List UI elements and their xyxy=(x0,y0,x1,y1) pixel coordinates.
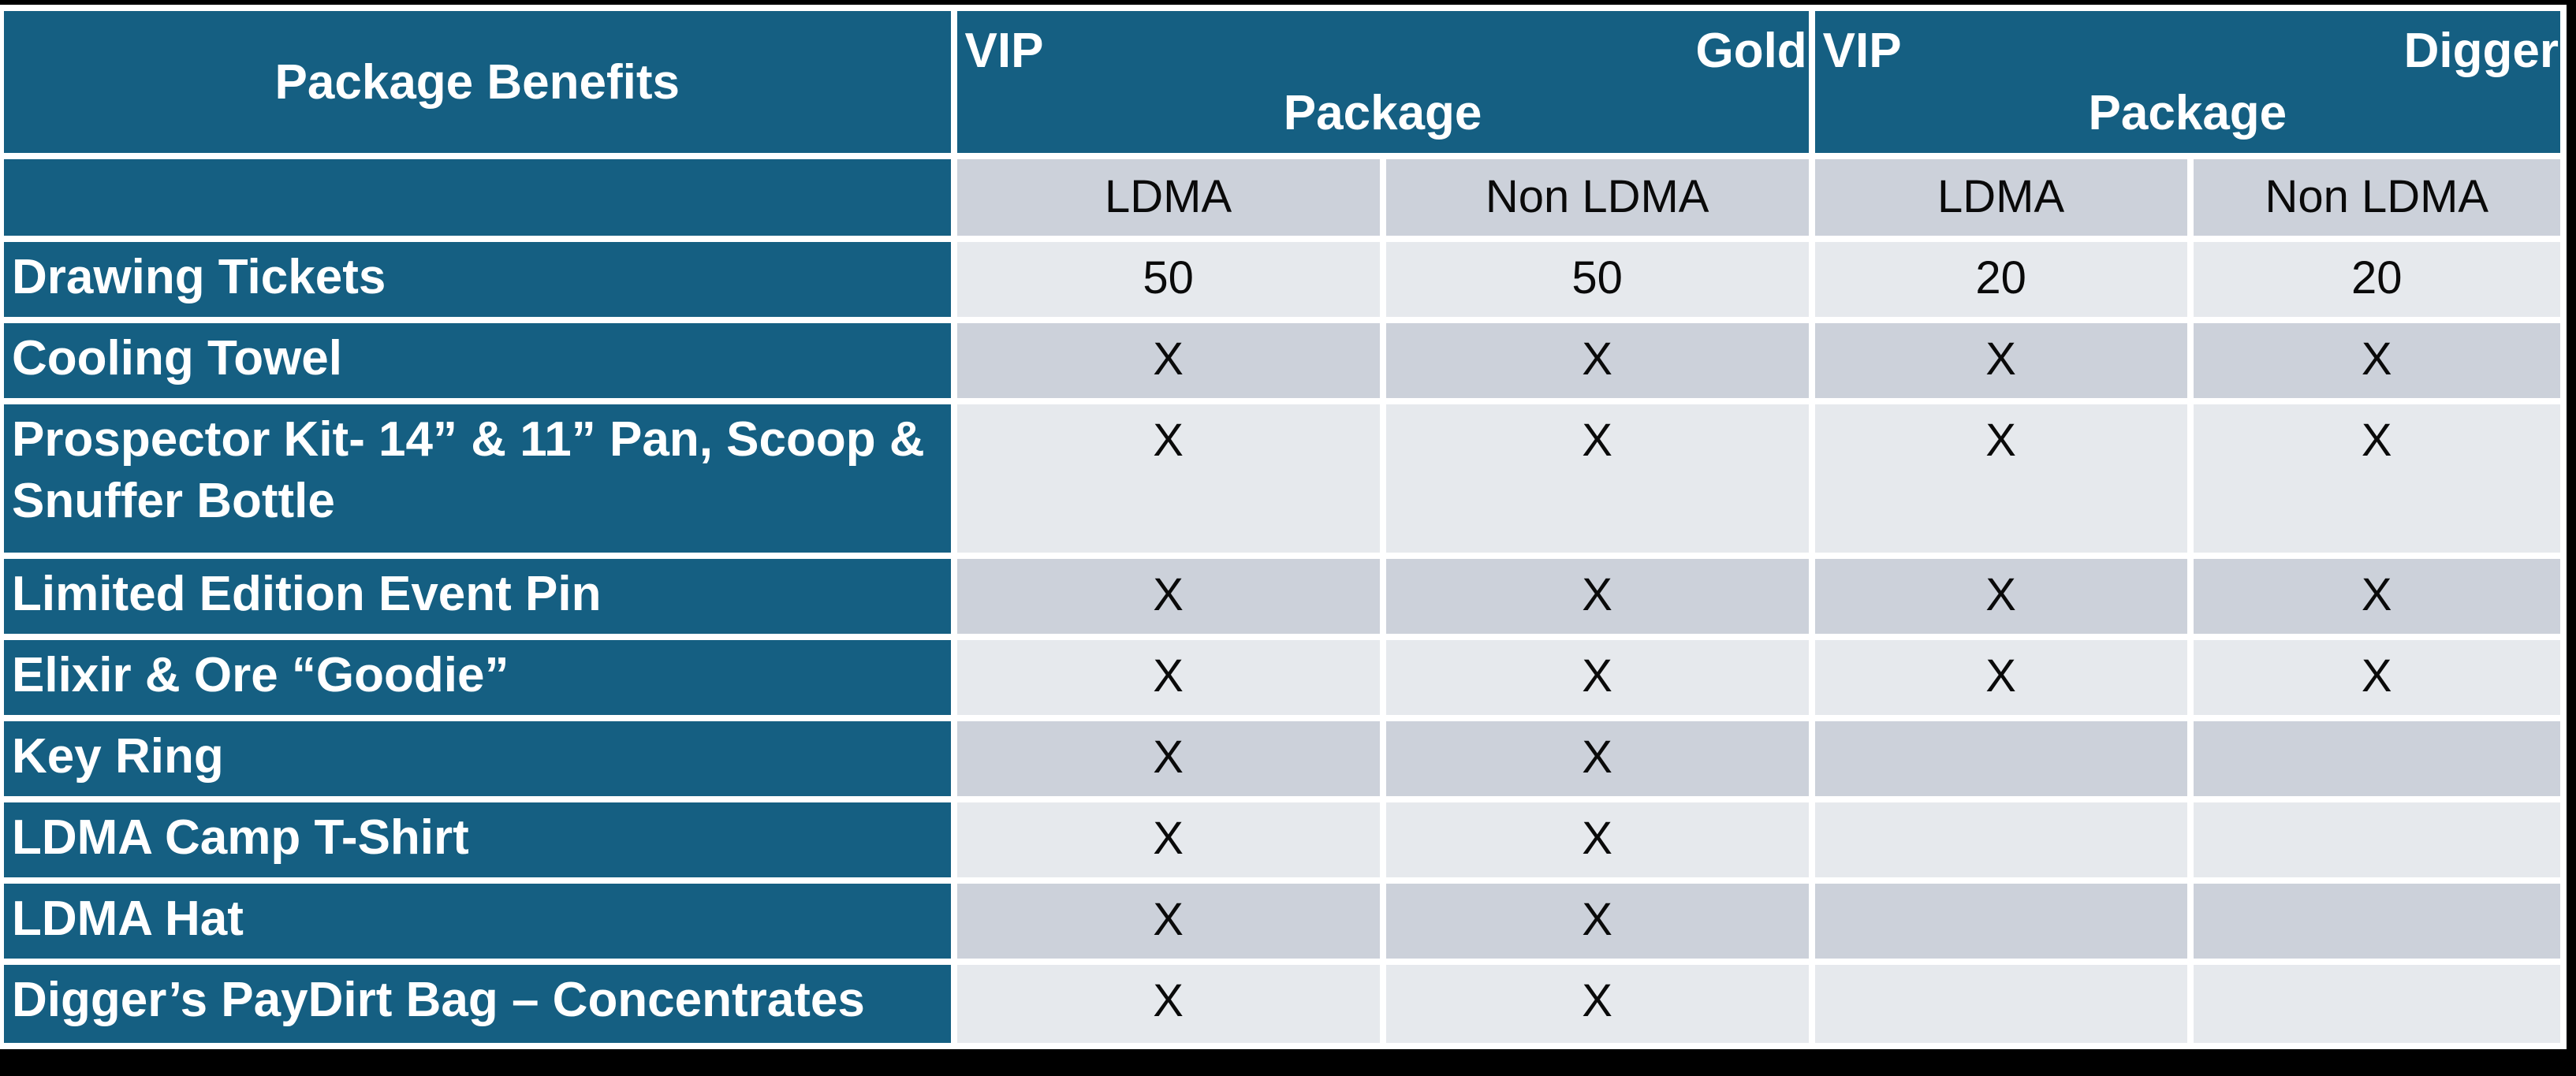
row-label-key-ring: Key Ring xyxy=(4,721,951,796)
cell-event-pin-digger-nonldma: X xyxy=(2193,559,2560,634)
cell-cooling-towel-gold-nonldma: X xyxy=(1385,323,1809,398)
subheader-spacer-cell xyxy=(4,159,951,236)
cell-drawing-tickets-digger-nonldma: 20 xyxy=(2193,242,2560,317)
row-cooling-towel: Cooling Towel X X X X xyxy=(4,323,2560,398)
cell-key-ring-digger-ldma xyxy=(1814,721,2187,796)
cell-key-ring-gold-nonldma: X xyxy=(1385,721,1809,796)
row-ldma-hat: LDMA Hat X X xyxy=(4,884,2560,959)
cell-hat-digger-nonldma xyxy=(2193,884,2560,959)
row-diggers-paydirt-bag: Digger’s PayDirt Bag – Concentrates X X xyxy=(4,965,2560,1043)
cell-key-ring-gold-ldma: X xyxy=(956,721,1380,796)
group2-header-line1: VIP Digger xyxy=(1815,20,2560,82)
cell-cooling-towel-digger-nonldma: X xyxy=(2193,323,2560,398)
cell-prospector-kit-gold-nonldma: X xyxy=(1385,404,1809,553)
group1-name-left: VIP xyxy=(964,23,1044,78)
subheader-gold-ldma: LDMA xyxy=(956,159,1380,236)
cell-event-pin-gold-ldma: X xyxy=(956,559,1380,634)
cell-paydirt-gold-ldma: X xyxy=(956,965,1380,1043)
cell-elixir-digger-nonldma: X xyxy=(2193,640,2560,715)
cell-cooling-towel-gold-ldma: X xyxy=(956,323,1380,398)
row-key-ring: Key Ring X X xyxy=(4,721,2560,796)
group1-name-right: Gold xyxy=(1695,23,1807,78)
corner-header-package-benefits: Package Benefits xyxy=(4,11,951,153)
row-label-prospector-kit: Prospector Kit- 14” & 11” Pan, Scoop & S… xyxy=(4,404,951,553)
cell-tshirt-digger-nonldma xyxy=(2193,802,2560,877)
cell-paydirt-digger-nonldma xyxy=(2193,965,2560,1043)
row-ldma-camp-tshirt: LDMA Camp T-Shirt X X xyxy=(4,802,2560,877)
row-label-drawing-tickets: Drawing Tickets xyxy=(4,242,951,317)
group2-header-line2: Package xyxy=(2088,86,2287,140)
row-label-ldma-camp-tshirt: LDMA Camp T-Shirt xyxy=(4,802,951,877)
row-label-elixir-ore-goodie: Elixir & Ore “Goodie” xyxy=(4,640,951,715)
header-row: Package Benefits VIP Gold Package VIP Di… xyxy=(4,11,2560,153)
group2-name-right: Digger xyxy=(2403,23,2559,78)
row-drawing-tickets: Drawing Tickets 50 50 20 20 xyxy=(4,242,2560,317)
subheader-digger-nonldma: Non LDMA xyxy=(2193,159,2560,236)
cell-elixir-gold-nonldma: X xyxy=(1385,640,1809,715)
cell-cooling-towel-digger-ldma: X xyxy=(1814,323,2187,398)
cell-prospector-kit-gold-ldma: X xyxy=(956,404,1380,553)
row-prospector-kit: Prospector Kit- 14” & 11” Pan, Scoop & S… xyxy=(4,404,2560,553)
cell-hat-gold-nonldma: X xyxy=(1385,884,1809,959)
subheader-gold-nonldma: Non LDMA xyxy=(1385,159,1809,236)
group-header-vip-digger-package: VIP Digger Package xyxy=(1814,11,2560,153)
cell-elixir-digger-ldma: X xyxy=(1814,640,2187,715)
cell-drawing-tickets-gold-ldma: 50 xyxy=(956,242,1380,317)
row-label-limited-edition-event-pin: Limited Edition Event Pin xyxy=(4,559,951,634)
cell-tshirt-gold-ldma: X xyxy=(956,802,1380,877)
cell-elixir-gold-ldma: X xyxy=(956,640,1380,715)
row-label-diggers-paydirt-bag: Digger’s PayDirt Bag – Concentrates xyxy=(4,965,951,1043)
group1-header-line1: VIP Gold xyxy=(957,20,1809,82)
row-label-cooling-towel: Cooling Towel xyxy=(4,323,951,398)
cell-event-pin-gold-nonldma: X xyxy=(1385,559,1809,634)
cell-paydirt-gold-nonldma: X xyxy=(1385,965,1809,1043)
cell-tshirt-gold-nonldma: X xyxy=(1385,802,1809,877)
cell-tshirt-digger-ldma xyxy=(1814,802,2187,877)
group-header-vip-gold-package: VIP Gold Package xyxy=(956,11,1809,153)
cell-event-pin-digger-ldma: X xyxy=(1814,559,2187,634)
row-elixir-ore-goodie: Elixir & Ore “Goodie” X X X X xyxy=(4,640,2560,715)
cell-hat-digger-ldma xyxy=(1814,884,2187,959)
row-limited-edition-event-pin: Limited Edition Event Pin X X X X xyxy=(4,559,2560,634)
cell-key-ring-digger-nonldma xyxy=(2193,721,2560,796)
row-label-ldma-hat: LDMA Hat xyxy=(4,884,951,959)
cell-drawing-tickets-gold-nonldma: 50 xyxy=(1385,242,1809,317)
subheader-row: LDMA Non LDMA LDMA Non LDMA xyxy=(4,159,2560,236)
group2-name-left: VIP xyxy=(1822,23,1902,78)
cell-prospector-kit-digger-nonldma: X xyxy=(2193,404,2560,553)
package-benefits-table: Package Benefits VIP Gold Package VIP Di… xyxy=(0,5,2567,1049)
cell-paydirt-digger-ldma xyxy=(1814,965,2187,1043)
subheader-digger-ldma: LDMA xyxy=(1814,159,2187,236)
cell-drawing-tickets-digger-ldma: 20 xyxy=(1814,242,2187,317)
group1-header-line2: Package xyxy=(1283,86,1482,140)
cell-prospector-kit-digger-ldma: X xyxy=(1814,404,2187,553)
cell-hat-gold-ldma: X xyxy=(956,884,1380,959)
